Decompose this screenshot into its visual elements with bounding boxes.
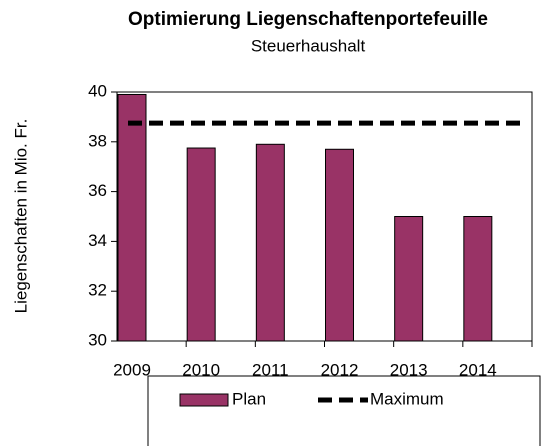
- x-tick-label: 2009: [113, 360, 151, 379]
- bar: [325, 148, 354, 342]
- bar: [394, 216, 424, 342]
- y-axis-label: Liegenschaften in Mio. Fr.: [11, 119, 30, 314]
- legend-box: [147, 375, 541, 446]
- x-tick-label: 2013: [390, 360, 428, 379]
- y-tick-label: 40: [88, 81, 107, 100]
- y-tick-label: 30: [88, 330, 107, 349]
- legend-label: Maximum: [370, 389, 444, 408]
- legend-swatch: [179, 393, 229, 407]
- x-tick-label: 2012: [321, 360, 359, 379]
- y-tick-label: 36: [88, 181, 107, 200]
- legend-label: Plan: [232, 389, 266, 408]
- y-tick-label: 34: [88, 231, 107, 250]
- bar: [186, 147, 216, 342]
- bar: [255, 143, 285, 342]
- y-tick-label: 32: [88, 281, 107, 300]
- chart-subtitle: Steuerhaushalt: [251, 36, 366, 55]
- bar: [463, 216, 493, 342]
- bar: [117, 93, 147, 342]
- x-tick-label: 2014: [459, 360, 497, 379]
- x-tick-label: 2010: [182, 360, 220, 379]
- chart-title: Optimierung Liegenschaftenportefeuille: [128, 9, 488, 30]
- y-tick-label: 38: [88, 131, 107, 150]
- x-tick-label: 2011: [252, 360, 289, 379]
